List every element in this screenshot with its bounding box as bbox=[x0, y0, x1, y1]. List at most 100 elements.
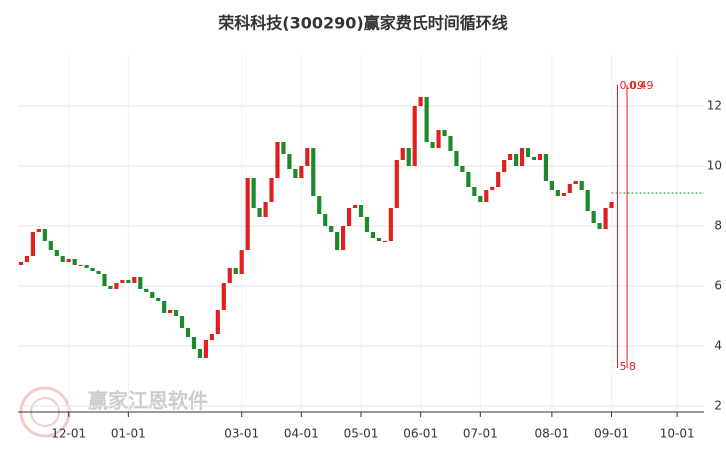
watermark: 赢家江恩软件 bbox=[88, 389, 208, 413]
candle-body bbox=[263, 202, 268, 217]
candle-body bbox=[305, 148, 310, 166]
x-tick-label: 03-01 bbox=[224, 427, 259, 441]
candle-body bbox=[352, 205, 358, 208]
candle-body bbox=[346, 208, 352, 226]
candle-body bbox=[281, 142, 286, 154]
candle-body bbox=[496, 172, 501, 187]
candle-body bbox=[251, 178, 256, 208]
candle-body bbox=[364, 217, 370, 232]
candle-body bbox=[162, 301, 167, 313]
cycle-bottom-label: 5 bbox=[620, 360, 627, 373]
candle-body bbox=[525, 148, 531, 157]
candle-body bbox=[484, 190, 489, 202]
candle-body bbox=[60, 256, 65, 262]
candle-body bbox=[382, 241, 387, 242]
candle-body bbox=[287, 154, 292, 169]
y-tick-label: 8 bbox=[714, 219, 722, 233]
x-tick-label: 06-01 bbox=[403, 427, 438, 441]
candle-body bbox=[424, 97, 429, 142]
candle-body bbox=[561, 193, 566, 196]
chart-title: 荣科科技(300290)赢家费氏时间循环线 bbox=[217, 14, 507, 33]
candle-body bbox=[466, 172, 471, 187]
candle-body bbox=[472, 187, 477, 196]
candle-body bbox=[585, 190, 590, 211]
candle-body bbox=[132, 277, 137, 283]
candle-body bbox=[442, 130, 447, 136]
candle-body bbox=[394, 160, 399, 208]
candle-body bbox=[543, 154, 549, 181]
y-tick-label: 4 bbox=[714, 339, 722, 353]
x-tick-label: 10-01 bbox=[660, 427, 695, 441]
candle-body bbox=[597, 223, 602, 229]
candle-body bbox=[388, 208, 393, 241]
candle-body bbox=[102, 274, 107, 286]
candle-body bbox=[311, 148, 316, 196]
candle-body bbox=[90, 268, 95, 271]
candle-body bbox=[84, 265, 89, 268]
candle-body bbox=[221, 283, 226, 310]
candle-body bbox=[514, 154, 519, 166]
candle-body bbox=[293, 169, 298, 178]
candle-body bbox=[168, 310, 173, 313]
candle-body bbox=[436, 130, 441, 148]
candle-body bbox=[24, 256, 30, 262]
y-tick-label: 2 bbox=[714, 399, 722, 413]
candle-body bbox=[191, 337, 197, 349]
candle-body bbox=[591, 211, 596, 223]
candle-body bbox=[54, 250, 59, 256]
candle-body bbox=[406, 148, 411, 166]
y-tick-label: 12 bbox=[707, 99, 722, 113]
candle-body bbox=[18, 262, 24, 265]
candle-body bbox=[275, 142, 280, 178]
candle-body bbox=[96, 271, 101, 274]
candle-body bbox=[36, 229, 41, 232]
x-tick-label: 12-01 bbox=[51, 427, 86, 441]
candle-body bbox=[502, 160, 507, 172]
candle-body bbox=[66, 259, 71, 262]
candle-body bbox=[341, 226, 346, 250]
candle-body bbox=[150, 292, 155, 298]
candle-body bbox=[120, 280, 125, 283]
candle-body bbox=[412, 106, 417, 166]
x-tick-label: 08-01 bbox=[534, 427, 569, 441]
candle-body bbox=[78, 265, 83, 266]
candle-body bbox=[197, 349, 203, 358]
candle-body bbox=[573, 181, 578, 184]
candle-body bbox=[460, 166, 465, 172]
y-tick-label: 6 bbox=[714, 279, 722, 293]
candle-body bbox=[370, 232, 376, 238]
candle-body bbox=[239, 250, 244, 274]
candle-body bbox=[537, 154, 543, 160]
candle-body bbox=[335, 232, 340, 250]
candle-body bbox=[579, 181, 584, 190]
candle-body bbox=[531, 157, 537, 160]
cycle-bottom-label: 8 bbox=[629, 360, 636, 373]
candle-body bbox=[400, 148, 405, 160]
candle-body bbox=[215, 310, 220, 334]
candle-body bbox=[203, 340, 208, 358]
candle-body bbox=[30, 232, 36, 256]
cycle-top-label: 0.49 bbox=[629, 79, 654, 92]
candle-body bbox=[478, 196, 483, 202]
candle-body bbox=[549, 181, 554, 190]
candle-body bbox=[257, 208, 262, 217]
candle-body bbox=[185, 328, 191, 337]
candle-body bbox=[448, 136, 453, 151]
candle-body bbox=[269, 178, 274, 202]
candle-body bbox=[430, 142, 435, 148]
candle-body bbox=[227, 268, 232, 283]
candle-body bbox=[144, 289, 149, 292]
x-tick-label: 09-01 bbox=[594, 427, 629, 441]
cycle-top-label: 0.09 bbox=[620, 79, 645, 92]
candle-body bbox=[323, 214, 328, 226]
candle-body bbox=[42, 229, 47, 241]
candle-body bbox=[567, 184, 572, 193]
candle-body bbox=[329, 226, 334, 232]
candle-body bbox=[358, 205, 364, 217]
candle-body bbox=[376, 238, 381, 241]
candle-body bbox=[490, 187, 495, 190]
candle-body bbox=[418, 97, 423, 106]
candle-body bbox=[299, 166, 304, 178]
candle-body bbox=[108, 286, 113, 289]
